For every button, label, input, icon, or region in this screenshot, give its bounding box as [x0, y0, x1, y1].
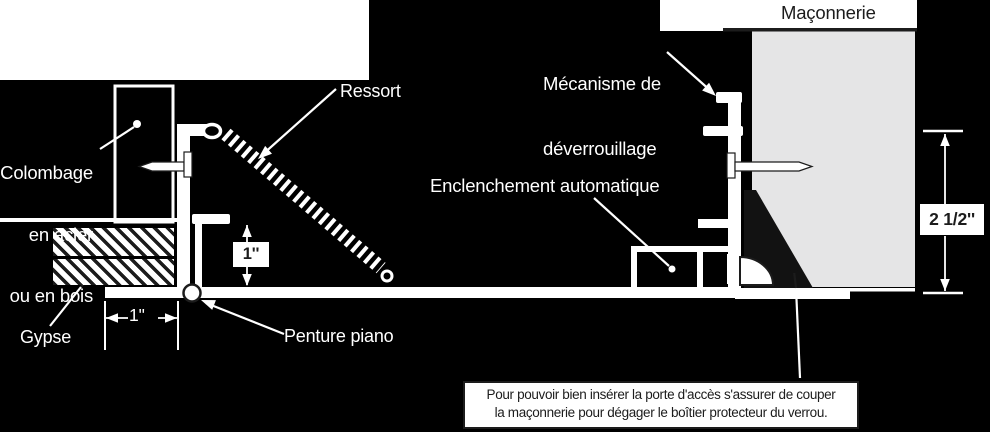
piano-hinge-pin: [182, 283, 202, 303]
gypsum-layer-2: [53, 259, 174, 285]
hinge-arrowhead: [201, 300, 216, 310]
warning-leader-outer: [794, 287, 802, 379]
spring-label: Ressort: [340, 81, 401, 101]
dim-1in-horizontal: 1'': [129, 305, 145, 325]
hinge-leader: [205, 301, 285, 336]
stud-label-line1: Colombage: [0, 162, 93, 183]
mechanism-leader: [666, 51, 713, 93]
latch-bracket-rail: [631, 246, 731, 252]
left-nail: [137, 151, 193, 178]
right-frame-bar: [728, 92, 741, 289]
leader-lines: [49, 51, 802, 379]
stud-outline: [113, 84, 175, 224]
latch-leader: [593, 197, 670, 267]
gypsum-layer-1: [53, 228, 174, 256]
gypsum-label: Gypse: [20, 327, 72, 347]
stud-label: Colombage en acier ou en bois: [0, 122, 93, 348]
latch-bracket-leg-left: [631, 246, 637, 289]
latch-fan: [739, 255, 775, 286]
dim-2-5in-box: 2 1/2'': [920, 204, 984, 235]
latch-bracket-leg-right: [697, 252, 703, 288]
mechanism-arrowhead: [702, 82, 716, 96]
latch-leader-dot: [668, 265, 676, 273]
stud-leader: [99, 126, 135, 150]
door-panel: [105, 287, 738, 298]
wall-bottom-edge: [0, 218, 178, 222]
frame-return-horizontal: [192, 214, 230, 224]
warning-line1: Pour pouvoir bien insérer la porte d'acc…: [486, 387, 836, 402]
right-nail: [726, 152, 814, 179]
latch-bracket-top: [698, 219, 731, 228]
left-frame-bar: [177, 124, 190, 289]
spring-coil: [221, 128, 386, 274]
dimension-lines: [104, 129, 963, 350]
auto-latch-label: Enclenchement automatique: [430, 175, 660, 196]
warning-leader-inner: [792, 270, 798, 289]
masonry-block: [752, 31, 915, 287]
masonry-top-edge: [723, 28, 917, 32]
stud-label-line2: en acier: [28, 223, 93, 245]
latch-pivot-dot: [790, 265, 798, 273]
masonry-label: Maçonnerie: [781, 2, 876, 23]
unlock-mechanism-label: Mécanisme de déverrouillage: [543, 30, 661, 202]
top-left-white-panel: [0, 0, 369, 80]
spring-hook-bottom: [380, 269, 394, 283]
dim-1in-vertical-box: 1'': [233, 242, 269, 267]
unlock-mechanism-line1: Mécanisme de: [543, 73, 661, 94]
unlock-mechanism-line2: déverrouillage: [543, 137, 657, 159]
latch-strike-plate: [727, 254, 740, 284]
masonry-header-panel: [660, 0, 917, 31]
stud-leader-dot: [133, 120, 141, 128]
warning-box: Pour pouvoir bien insérer la porte d'acc…: [463, 381, 859, 429]
masonry-bottom-edge: [845, 288, 915, 292]
warning-line2: la maçonnerie pour dégager le boîtier pr…: [494, 405, 828, 420]
frame-return-vertical: [195, 224, 202, 288]
spring-hook-top: [201, 122, 223, 140]
right-frame-flange: [703, 126, 743, 136]
spring-leader: [261, 88, 337, 156]
gypsum-leader-outer: [49, 286, 82, 327]
piano-hinge-label: Penture piano: [284, 326, 394, 346]
stud-label-line3: ou en bois: [9, 285, 94, 306]
frame-foot-bar: [735, 288, 850, 299]
spring-arrowhead: [258, 145, 272, 159]
